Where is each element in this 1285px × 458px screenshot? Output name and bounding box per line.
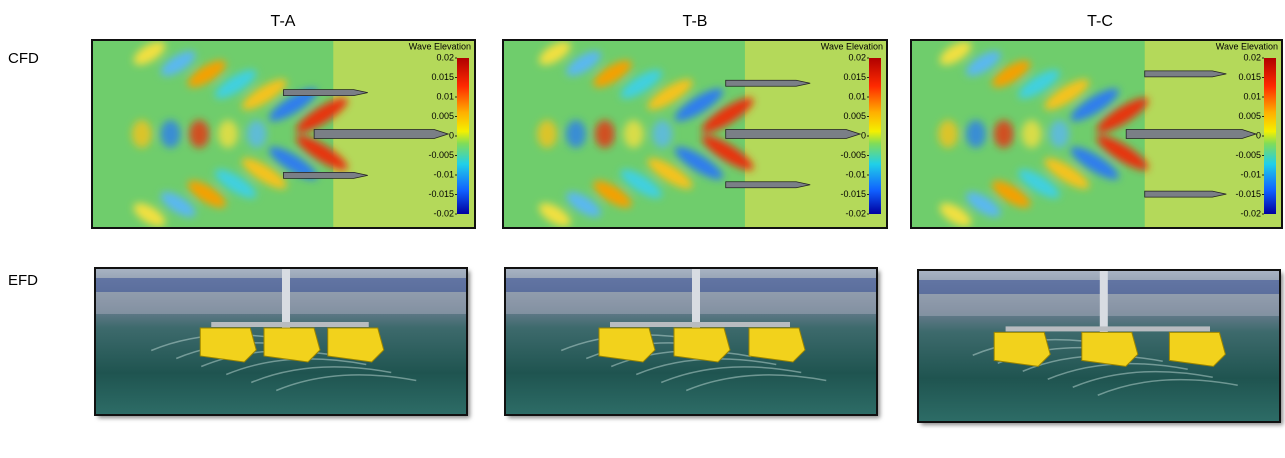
- wave-center: [537, 120, 557, 148]
- frame: [211, 322, 369, 327]
- colorbar-tick-label: 0: [449, 130, 454, 140]
- colorbar-tick-label: -0.01: [433, 169, 454, 179]
- model-hull: [200, 328, 256, 362]
- colorbar-tick-label: -0.02: [845, 208, 866, 218]
- row-label: EFD: [8, 272, 38, 289]
- colorbar-tick-label: -0.005: [840, 150, 866, 160]
- hull: [726, 80, 810, 86]
- frame: [1006, 326, 1210, 331]
- wave-center: [624, 120, 644, 148]
- hull: [314, 130, 448, 139]
- colorbar-tick-label: 0.01: [436, 91, 454, 101]
- model-hull: [674, 328, 730, 362]
- wave-center: [218, 120, 238, 148]
- colorbar-tick-label: -0.015: [428, 189, 454, 199]
- wave-center: [132, 120, 152, 148]
- colorbar-tick-label: 0: [861, 130, 866, 140]
- colorbar-tick-label: 0.02: [436, 52, 454, 62]
- colorbar-tick-label: -0.01: [1240, 169, 1261, 179]
- colorbar-tick-label: -0.02: [433, 208, 454, 218]
- model-hull: [264, 328, 320, 362]
- hull: [726, 130, 860, 139]
- column-label: T-C: [1087, 13, 1113, 30]
- column-label: T-B: [683, 13, 708, 30]
- colorbar-tick-label: -0.02: [1240, 208, 1261, 218]
- colorbar-tick-label: 0.015: [1238, 72, 1261, 82]
- colorbar-tick-label: 0.02: [1243, 52, 1261, 62]
- model-hull: [599, 328, 655, 362]
- colorbar-title: Wave Elevation: [1216, 41, 1278, 51]
- wave-center: [247, 120, 267, 148]
- wave-center: [161, 120, 181, 148]
- cfd-contour: [911, 37, 1282, 231]
- colorbar-tick-label: -0.005: [428, 150, 454, 160]
- hull: [1145, 191, 1227, 197]
- efd-photo: [95, 268, 470, 418]
- colorbar-tick-label: -0.015: [1235, 189, 1261, 199]
- wave-center: [189, 120, 209, 148]
- wave-center: [1022, 120, 1042, 148]
- hull: [284, 172, 368, 178]
- colorbar-tick-label: 0.015: [843, 72, 866, 82]
- hull: [1126, 130, 1256, 139]
- frame: [610, 322, 790, 327]
- colorbar-tick-label: 0.005: [843, 111, 866, 121]
- colorbar: [457, 58, 469, 214]
- wave-center: [652, 120, 672, 148]
- colorbar-tick-label: 0.005: [1238, 111, 1261, 121]
- model-hull: [994, 332, 1050, 366]
- colorbar-title: Wave Elevation: [821, 41, 883, 51]
- model-hull: [1082, 332, 1138, 366]
- wave-center: [938, 120, 958, 148]
- hull: [284, 90, 368, 96]
- carriage-post: [282, 268, 290, 328]
- colorbar-tick-label: 0.02: [848, 52, 866, 62]
- wave-center: [566, 120, 586, 148]
- colorbar-tick-label: -0.01: [845, 169, 866, 179]
- hull: [726, 182, 810, 188]
- colorbar-title: Wave Elevation: [409, 41, 471, 51]
- hull: [1145, 71, 1227, 77]
- wave-center: [595, 120, 615, 148]
- column-label: T-A: [271, 13, 296, 30]
- colorbar: [1264, 58, 1276, 214]
- figure: T-A T-B T-C CFD EFD Wave Elevation0.020.…: [0, 0, 1285, 453]
- colorbar-tick-label: 0.015: [431, 72, 454, 82]
- carriage-post: [692, 268, 700, 328]
- colorbar-tick-label: -0.015: [840, 189, 866, 199]
- wave-center: [994, 120, 1014, 148]
- efd-photo: [505, 268, 880, 418]
- efd-photo: [918, 270, 1283, 425]
- model-hull: [749, 328, 805, 362]
- model-hull: [1169, 332, 1225, 366]
- wave-center: [1049, 120, 1069, 148]
- cfd-contour: [503, 37, 887, 231]
- colorbar-tick-label: 0.01: [848, 91, 866, 101]
- cfd-contour: [92, 37, 475, 231]
- colorbar-tick-label: 0.005: [431, 111, 454, 121]
- row-label: CFD: [8, 50, 39, 67]
- colorbar: [869, 58, 881, 214]
- carriage-post: [1100, 270, 1108, 332]
- colorbar-tick-label: 0.01: [1243, 91, 1261, 101]
- colorbar-tick-label: -0.005: [1235, 150, 1261, 160]
- model-hull: [328, 328, 384, 362]
- colorbar-tick-label: 0: [1256, 130, 1261, 140]
- wave-center: [966, 120, 986, 148]
